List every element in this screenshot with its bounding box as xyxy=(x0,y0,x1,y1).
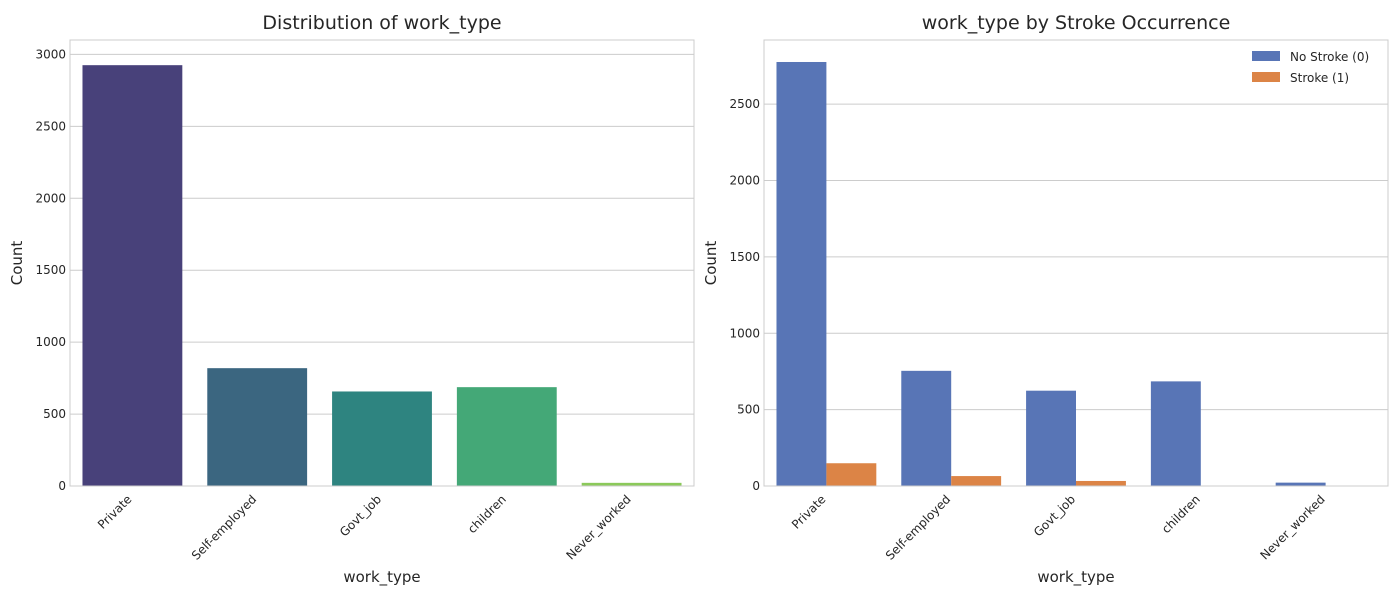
x-tick-label: Never_worked xyxy=(563,492,633,562)
bar-never-worked xyxy=(581,482,682,486)
y-tick-label: 1000 xyxy=(729,326,760,340)
plot-frame xyxy=(763,39,1389,487)
legend-label: Stroke (1) xyxy=(1290,71,1349,85)
x-tick-label: Govt_job xyxy=(337,492,384,539)
chart-panel-1: 0 500 1000 1500 2000 2500 3000 Private Self-empl… xyxy=(8,12,695,587)
x-tick-label: Govt_job xyxy=(1031,492,1078,539)
legend-swatch xyxy=(1252,51,1280,61)
y-tick-label: 2500 xyxy=(729,97,760,111)
y-axis-label: Count xyxy=(702,241,720,286)
legend: No Stroke (0) Stroke (1) xyxy=(1252,50,1369,85)
x-axis-label: work_type xyxy=(343,568,420,587)
x-tick-label: children xyxy=(465,492,509,536)
chart-title: Distribution of work_type xyxy=(262,12,501,34)
bar-self-employed xyxy=(207,368,308,486)
bar-stroke-1-self-employed xyxy=(951,476,1002,486)
bar-no-stroke-0-never-worked xyxy=(1275,482,1326,486)
bar-private xyxy=(82,65,183,486)
legend-label: No Stroke (0) xyxy=(1290,50,1369,64)
bar-stroke-1-govt-job xyxy=(1076,480,1126,486)
y-tick-label: 0 xyxy=(752,479,760,493)
legend-swatch xyxy=(1252,72,1280,82)
x-tick-label: Self-employed xyxy=(883,492,954,563)
y-tick-label: 500 xyxy=(737,403,760,417)
y-tick-label: 0 xyxy=(58,479,66,493)
x-tick-label: Private xyxy=(95,492,134,531)
x-axis-label: work_type xyxy=(1037,568,1114,587)
bar-no-stroke-0-private xyxy=(776,61,827,487)
bar-children xyxy=(456,387,557,486)
bar-govt-job xyxy=(332,391,432,486)
bar-no-stroke-0-self-employed xyxy=(901,370,952,486)
chart-panel-2: 0 500 1000 1500 2000 2500 Private Self-employed… xyxy=(702,12,1389,587)
y-tick-label: 1500 xyxy=(35,263,66,277)
plot-frame xyxy=(69,39,695,487)
bar-no-stroke-0-children xyxy=(1150,381,1201,486)
y-axis-label: Count xyxy=(8,241,26,286)
x-tick-label: Private xyxy=(789,492,828,531)
y-tick-label: 3000 xyxy=(35,47,66,61)
y-tick-label: 2000 xyxy=(729,174,760,188)
y-tick-label: 1000 xyxy=(35,335,66,349)
x-tick-label: Self-employed xyxy=(189,492,260,563)
y-tick-label: 2000 xyxy=(35,191,66,205)
chart-title: work_type by Stroke Occurrence xyxy=(922,12,1231,34)
y-tick-label: 2500 xyxy=(35,119,66,133)
bar-stroke-1-private xyxy=(826,463,877,486)
y-tick-label: 1500 xyxy=(729,250,760,264)
x-tick-label: Never_worked xyxy=(1257,492,1327,562)
y-tick-label: 500 xyxy=(43,407,66,421)
bar-no-stroke-0-govt-job xyxy=(1026,390,1076,486)
x-tick-label: children xyxy=(1159,492,1203,536)
